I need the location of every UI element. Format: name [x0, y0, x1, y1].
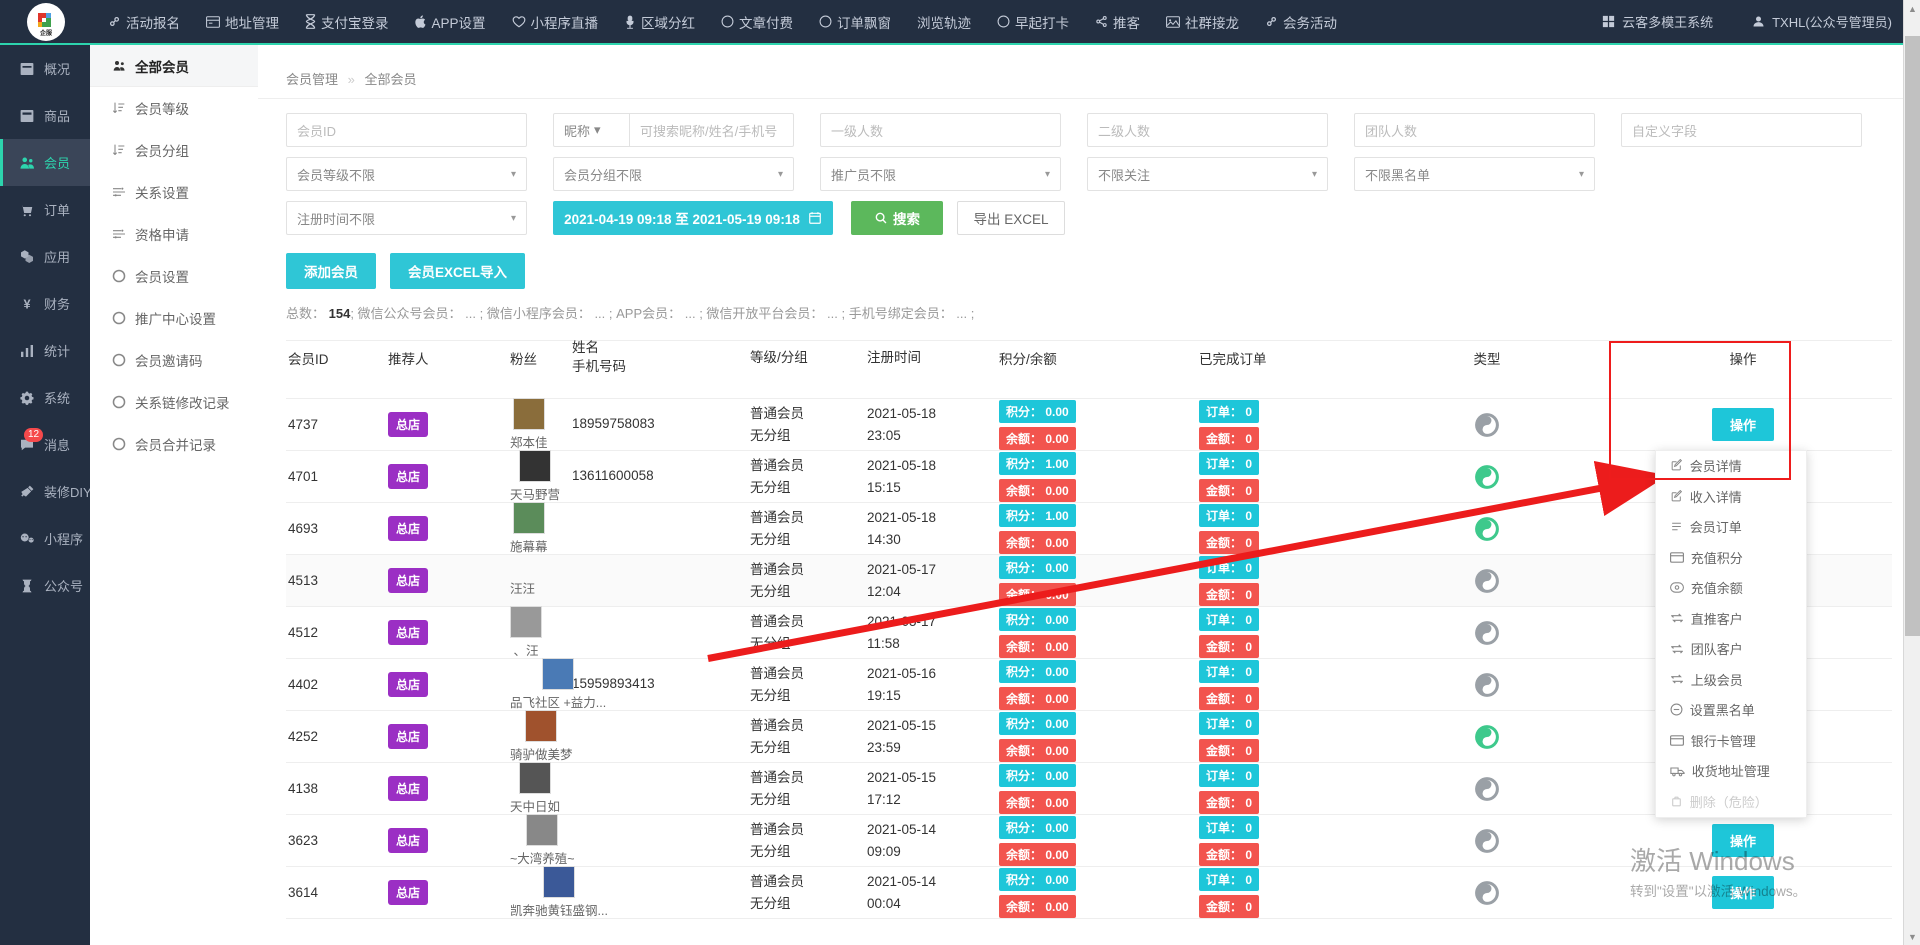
svg-text:¥: ¥ [23, 296, 31, 311]
svg-text:企服: 企服 [39, 29, 53, 37]
